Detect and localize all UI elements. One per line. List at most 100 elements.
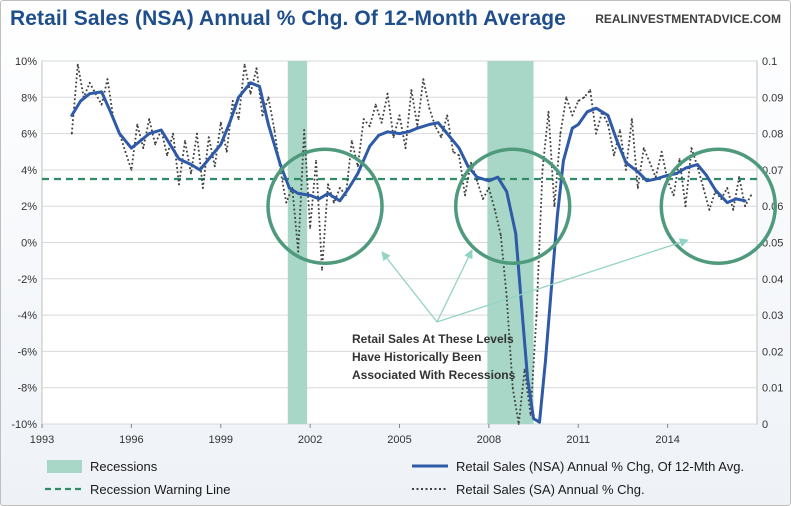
- data-point-sa: [595, 132, 598, 135]
- y-tick-label-left: -10%: [11, 419, 37, 431]
- y-tick-label-right: 0.07: [762, 165, 783, 177]
- y-tick-label-left: -6%: [17, 346, 37, 358]
- data-point-sa: [231, 100, 234, 102]
- data-point-sa: [339, 187, 341, 189]
- data-point-nsa: [279, 163, 282, 166]
- annotation-arrow: [381, 251, 438, 323]
- data-point-nsa: [118, 132, 121, 135]
- data-point-sa: [702, 187, 705, 189]
- data-point-nsa: [177, 157, 181, 161]
- data-point-sa: [327, 183, 329, 186]
- data-point-sa: [410, 89, 413, 91]
- annotation: Retail Sales At These Levels Have Histor…: [352, 332, 516, 382]
- data-point-nsa: [258, 85, 261, 88]
- data-point-nsa: [636, 170, 640, 173]
- data-point-nsa: [237, 96, 240, 99]
- data-point-sa: [458, 154, 460, 157]
- data-point-nsa: [734, 197, 738, 201]
- data-point-nsa: [189, 163, 193, 166]
- data-point-nsa: [297, 192, 300, 195]
- data-point-nsa: [675, 172, 678, 175]
- data-point-nsa: [445, 132, 449, 135]
- y-tick-label-left: 10%: [15, 56, 37, 68]
- y-tick-label-right: 0.02: [762, 346, 783, 358]
- data-point-nsa: [109, 110, 112, 114]
- data-point-sa: [505, 296, 508, 298]
- annotation-line-1: Retail Sales At These Levels: [352, 332, 514, 346]
- data-point-sa: [517, 423, 520, 425]
- data-point-nsa: [198, 168, 202, 172]
- y-tick-label-right: 0.06: [762, 201, 783, 213]
- data-point-nsa: [416, 126, 419, 130]
- data-point-sa: [523, 368, 526, 371]
- data-point-nsa: [308, 194, 312, 197]
- data-point-sa: [642, 147, 645, 150]
- annotation-arrow: [436, 238, 689, 323]
- data-point-nsa: [520, 304, 523, 308]
- data-point-sa: [261, 114, 264, 117]
- data-point-nsa: [624, 161, 628, 164]
- legend-label-nsa: Retail Sales (NSA) Annual % Chg, Of 12-M…: [456, 459, 744, 474]
- data-point-sa: [374, 103, 377, 106]
- data-point-sa: [237, 118, 240, 120]
- data-point-nsa: [684, 166, 687, 170]
- x-tick-label: 2005: [387, 434, 411, 446]
- source-label: REALINVESTMENTADVICE.COM: [595, 12, 781, 26]
- data-point-sa: [142, 147, 145, 150]
- data-point-nsa: [317, 197, 321, 201]
- data-point-sa: [428, 107, 431, 110]
- annotation-arrow: [436, 249, 473, 323]
- highlight-circle: [266, 147, 384, 265]
- data-point-nsa: [288, 186, 291, 190]
- data-point-nsa: [249, 81, 252, 84]
- data-point-sa: [672, 194, 675, 197]
- data-point-nsa: [585, 110, 589, 114]
- data-point-sa: [750, 194, 752, 197]
- data-point-nsa: [100, 90, 103, 94]
- y-tick-label-right: 0.04: [762, 274, 783, 286]
- data-point-nsa: [347, 186, 351, 190]
- data-point-nsa: [514, 232, 517, 235]
- data-point-nsa: [562, 159, 565, 163]
- data-point-sa: [196, 132, 198, 135]
- data-point-sa: [511, 386, 514, 389]
- data-point-sa: [398, 114, 401, 117]
- data-point-nsa: [556, 214, 559, 217]
- data-point-sa: [607, 123, 609, 126]
- annotation-line-3: Associated With Recessions: [352, 368, 516, 382]
- data-point-sa: [583, 96, 586, 99]
- data-point-sa: [684, 205, 687, 208]
- data-point-sa: [225, 150, 228, 153]
- annotation-line-2: Have Historically Been: [352, 350, 481, 364]
- data-point-nsa: [577, 123, 580, 126]
- y-tick-label-left: -4%: [17, 310, 37, 322]
- data-point-sa: [440, 136, 443, 139]
- data-point-sa: [350, 139, 353, 142]
- data-point-nsa: [532, 417, 535, 420]
- data-point-sa: [368, 125, 371, 128]
- data-point-sa: [470, 161, 472, 164]
- data-point-sa: [392, 136, 395, 139]
- y-tick-label-left: 0%: [21, 238, 37, 250]
- data-point-sa: [166, 154, 169, 157]
- data-point-sa: [106, 78, 109, 81]
- data-point-nsa: [726, 201, 729, 204]
- data-point-sa: [619, 129, 621, 131]
- x-tick-label: 2002: [298, 434, 322, 446]
- data-point-sa: [130, 169, 133, 171]
- data-point-nsa: [594, 106, 598, 110]
- data-point-nsa: [207, 157, 211, 161]
- data-point-sa: [446, 114, 449, 117]
- legend-label-warning: Recession Warning Line: [90, 482, 230, 497]
- data-point-sa: [273, 129, 276, 131]
- data-point-sa: [285, 201, 288, 204]
- data-point-sa: [333, 201, 335, 204]
- data-point-nsa: [219, 143, 222, 146]
- data-point-sa: [315, 159, 317, 162]
- data-point-nsa: [606, 114, 610, 117]
- x-tick-label: 1993: [30, 434, 54, 446]
- data-point-nsa: [70, 114, 73, 117]
- data-point-sa: [362, 118, 365, 120]
- legend-label-sa: Retail Sales (SA) Annual % Chg.: [456, 482, 645, 497]
- data-point-sa: [148, 118, 151, 120]
